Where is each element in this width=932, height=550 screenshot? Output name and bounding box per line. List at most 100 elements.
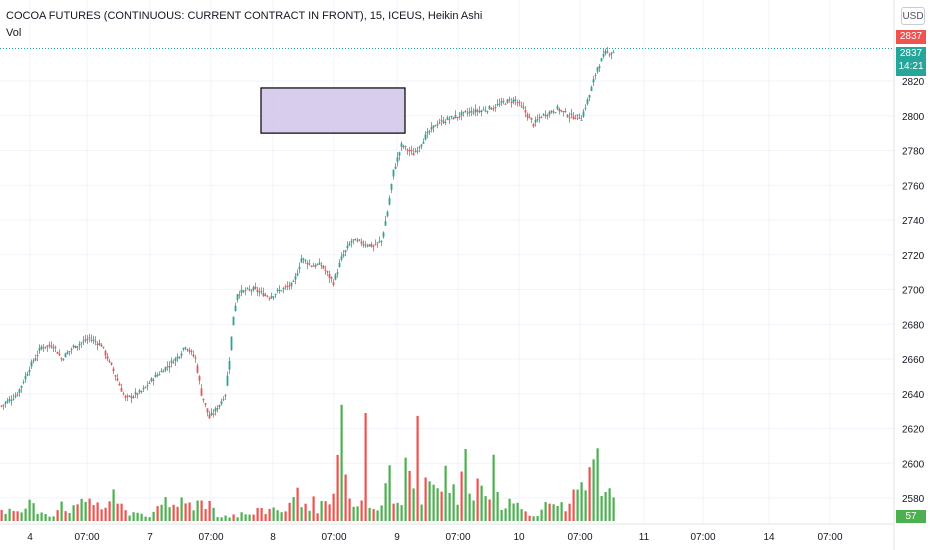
candle-body [350,240,353,243]
candle [274,293,277,299]
candle-body [30,361,33,367]
candle [506,98,509,104]
candle-body [416,150,419,152]
candle [284,284,287,291]
volume-bar [604,491,607,521]
candle-body [442,120,445,123]
candle [320,262,323,269]
volume-bar [528,515,531,521]
volume-bar [216,517,219,521]
candle [172,359,175,364]
time-tick-label: 14 [763,532,775,543]
candle [372,244,375,252]
candle [210,408,213,417]
candle-body [234,305,237,311]
candle-body [324,269,327,271]
candle [146,381,149,391]
price-tick-label: 2640 [902,390,925,401]
candle [280,290,283,292]
volume-bar [532,516,535,521]
candle [18,388,21,397]
candle-body [580,119,583,121]
candle [328,270,331,283]
currency-button[interactable]: USD [901,7,925,25]
candle-body [302,258,305,260]
volume-bar [72,505,75,521]
candle-body [584,107,587,109]
volume-bar [296,487,299,521]
volume-bar [484,496,487,521]
candle [20,385,23,393]
candle [90,334,93,343]
candle-body [380,240,383,242]
candle [220,398,223,406]
price-tick-label: 2580 [902,494,925,505]
volume-bar [28,499,31,521]
candle [126,393,129,402]
candle [132,394,135,399]
candle-body [142,387,145,390]
volume-bar [124,510,127,521]
volume-bar [448,492,451,521]
candle [188,347,191,355]
candle-body [370,244,373,247]
candle-body [144,386,147,388]
candle [192,350,195,358]
candle-body [52,347,55,349]
volume-bar [16,511,19,521]
candle [534,116,537,127]
volume-bar [20,512,23,521]
candle [46,345,49,352]
candle [484,106,487,113]
volume-bar [268,508,271,521]
volume-bar [436,488,439,521]
candle [32,358,35,364]
volume-bar [160,504,163,521]
time-tick-label: 4 [27,532,33,543]
volume-bar [244,514,247,521]
candle [162,369,165,373]
candle-body [210,413,213,415]
candle-body [226,375,229,386]
candle [80,341,83,349]
candle-body [550,110,553,113]
candle [596,66,599,74]
candle-body [232,316,235,326]
candle-body [120,388,123,392]
candle-body [344,250,347,253]
candle [116,373,119,382]
candle-body [186,349,189,351]
highlight-rectangle[interactable] [260,87,406,134]
candle [436,120,439,129]
volume-bar [88,498,91,521]
volume-bar [340,404,343,521]
candle [324,265,327,275]
candle [460,109,463,121]
volume-bar [572,489,575,521]
volume-bar [392,503,395,521]
candle-body [316,264,319,266]
candle-body [86,339,89,341]
candle [226,371,229,387]
price-tick-label: 2680 [902,320,925,331]
volume-bar [420,504,423,521]
last-price-tag-red: 2837 [896,30,926,44]
price-axis[interactable]: 2820 2800 2780 2760 2740 2720 2700 2680 2660 2640… [902,77,925,505]
volume-bar [136,512,139,521]
candle [182,347,185,352]
candle [340,252,343,262]
time-axis[interactable]: 4 07:00 7 07:00 8 07:00 9 07:00 10 07:00 11 07:00 14… [27,532,843,543]
candle [342,250,345,258]
candle [246,287,249,290]
candle-body [282,287,285,289]
volume-bar [328,504,331,521]
candle-body [184,347,187,349]
candle-body [166,366,169,368]
candle [474,104,477,117]
candle-body [92,339,95,341]
candle [296,269,299,277]
volume-bar [488,499,491,521]
candle [156,372,159,378]
candles [0,46,615,419]
